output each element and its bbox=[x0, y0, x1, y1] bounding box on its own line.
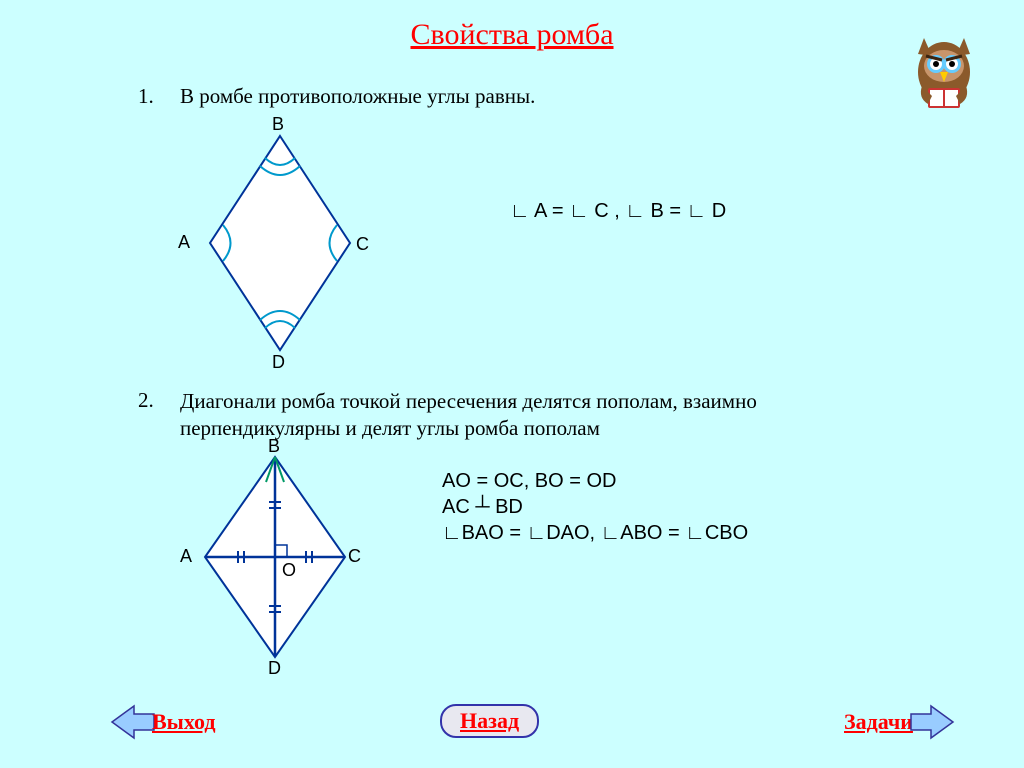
rhombus-diagram-2: B A C D O bbox=[190, 442, 360, 677]
prop2-formula-3: ∟BAO = ∟DAO, ∟ABO = ∟CBO bbox=[442, 522, 748, 545]
exit-label: Выход bbox=[152, 709, 216, 735]
d1-label-A: A bbox=[178, 232, 190, 253]
d2-label-A: A bbox=[180, 546, 192, 567]
back-label: Назад bbox=[440, 704, 539, 738]
d2-label-D: D bbox=[268, 658, 281, 679]
d2-label-C: C bbox=[348, 546, 361, 567]
prop2-formula-1: AO = OC, BO = OD bbox=[442, 470, 617, 493]
prop1-number: 1. bbox=[138, 84, 154, 109]
d2-label-B: B bbox=[268, 436, 280, 457]
d2-label-O: O bbox=[282, 560, 296, 581]
exit-button[interactable]: Выход bbox=[110, 702, 216, 742]
rhombus-diagram-1: B A C D bbox=[190, 118, 370, 373]
arrow-right-icon bbox=[909, 702, 955, 742]
tasks-label: Задачи bbox=[844, 709, 913, 735]
d1-label-B: B bbox=[272, 114, 284, 135]
owl-mascot bbox=[904, 28, 984, 123]
arrow-left-icon bbox=[110, 702, 156, 742]
prop1-text: В ромбе противоположные углы равны. bbox=[180, 84, 535, 109]
prop2-text: Диагонали ромба точкой пересечения делят… bbox=[180, 388, 820, 443]
prop2-number: 2. bbox=[138, 388, 154, 413]
back-button[interactable]: Назад bbox=[440, 704, 539, 738]
prop2-formula-2: AC ┴ BD bbox=[442, 496, 523, 519]
d1-label-D: D bbox=[272, 352, 285, 373]
page-title: Свойства ромба bbox=[0, 0, 1024, 52]
tasks-button[interactable]: Задачи bbox=[844, 702, 955, 742]
d1-label-C: C bbox=[356, 234, 369, 255]
prop1-formula: ∟ A = ∟ C , ∟ B = ∟ D bbox=[510, 200, 726, 223]
